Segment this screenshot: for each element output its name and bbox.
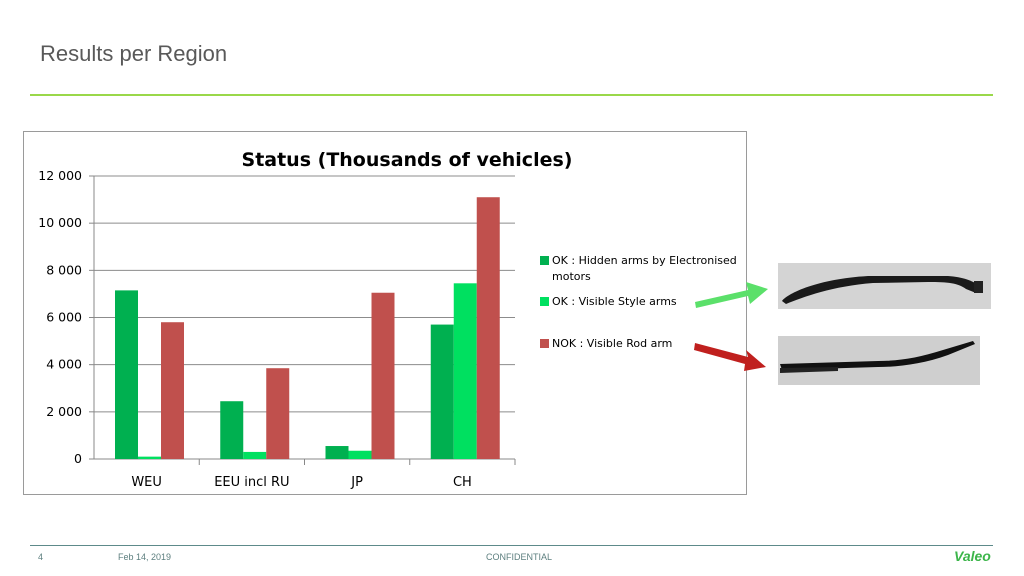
legend-swatch (540, 339, 549, 348)
bar-3 (161, 322, 184, 459)
y-tick-label: 2 000 (46, 404, 82, 419)
bar-3 (476, 197, 500, 459)
status-chart: Status (Thousands of vehicles) 0 2 000 4 0… (23, 131, 747, 495)
x-axis-categories: WEU EEU incl RU JP CH (131, 475, 471, 490)
hidden-arm-photo (778, 263, 991, 309)
y-tick-label: 0 (74, 451, 82, 466)
valeo-logo: Valeo (954, 548, 991, 564)
bar-2 (348, 450, 372, 459)
green-arrow-icon (695, 282, 768, 308)
confidential-label: CONFIDENTIAL (486, 552, 553, 562)
x-category-label: EEU incl RU (214, 475, 289, 490)
bars (115, 197, 500, 459)
legend-label: NOK : Visible Rod arm (552, 337, 672, 350)
x-category-label: CH (453, 475, 472, 490)
x-category-label: JP (350, 475, 363, 490)
bar-2 (453, 283, 477, 459)
y-tick-label: 8 000 (46, 262, 82, 277)
legend: OK : Hidden arms by Electronised motors OK… (540, 254, 737, 350)
bar-2 (243, 451, 267, 459)
rod-arm-photo (778, 336, 980, 385)
bar-2 (138, 456, 161, 459)
legend-label: OK : Hidden arms by Electronised motors (552, 254, 737, 283)
bar-1 (220, 401, 244, 459)
legend-label: OK : Visible Style arms (552, 295, 677, 308)
y-axis-ticks: 0 2 000 4 000 6 000 8 000 10 000 12 000 (38, 168, 82, 466)
bar-1 (430, 324, 454, 459)
red-arrow-icon (694, 343, 766, 371)
y-tick-label: 12 000 (38, 168, 82, 183)
legend-swatch (540, 256, 549, 265)
bar-1 (325, 446, 349, 459)
page-number: 4 (38, 552, 44, 562)
slide-title: Results per Region (40, 41, 228, 66)
title-divider (30, 94, 993, 96)
footer-divider (30, 545, 993, 546)
bar-1 (115, 290, 138, 459)
callout-arrows (694, 282, 768, 371)
y-tick-label: 10 000 (38, 215, 82, 230)
legend-swatch (540, 297, 549, 306)
bar-3 (266, 368, 290, 459)
chart-svg: Status (Thousands of vehicles) 0 2 000 4 0… (38, 149, 737, 490)
bar-3 (371, 292, 395, 459)
footer-date: Feb 14, 2019 (118, 552, 172, 562)
y-tick-label: 6 000 (46, 310, 82, 325)
y-tick-label: 4 000 (46, 357, 82, 372)
x-category-label: WEU (131, 475, 162, 490)
chart-title: Status (Thousands of vehicles) (242, 149, 573, 171)
